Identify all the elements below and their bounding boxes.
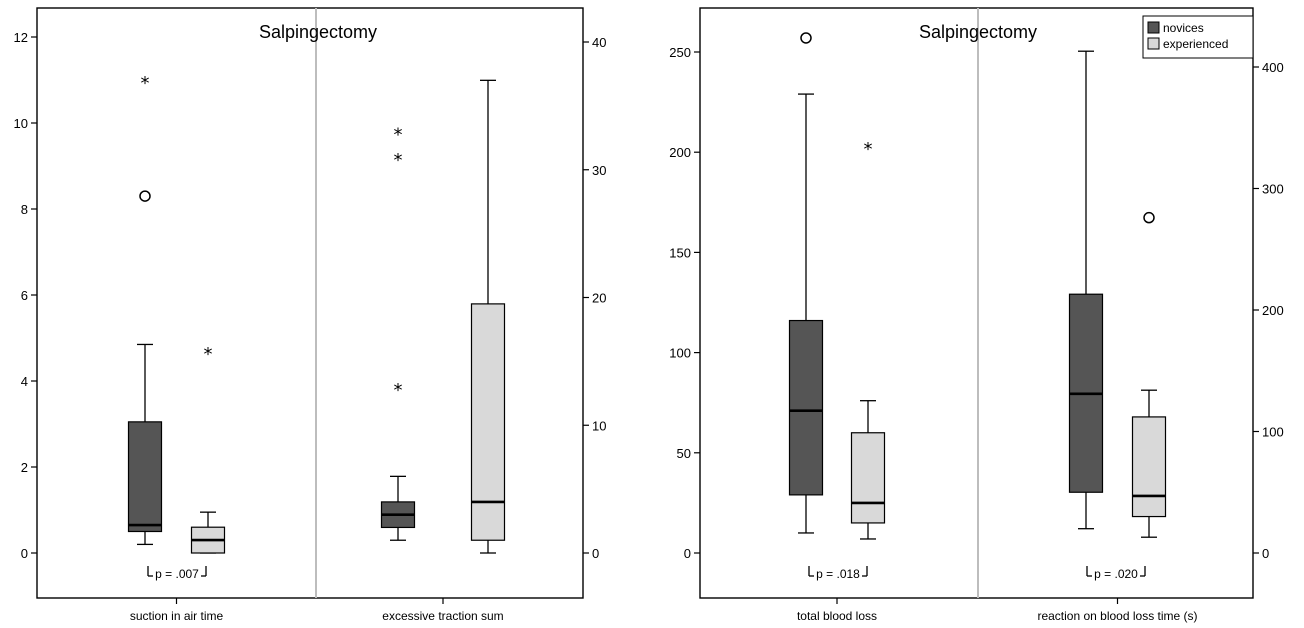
y-tick-label: 100	[1262, 425, 1284, 440]
p-value-annotation: p = .007	[147, 566, 207, 581]
legend-label-experienced: experienced	[1163, 37, 1228, 51]
box-experienced	[470, 79, 506, 554]
p-value-label: p = .020	[1094, 567, 1138, 581]
y-tick-label: 4	[21, 374, 28, 389]
legend-swatch-novices	[1147, 21, 1160, 34]
box-novices: * * *	[380, 124, 416, 541]
y-tick-label: 0	[684, 546, 691, 561]
box-novices	[1068, 50, 1104, 530]
y-tick-label: 8	[21, 202, 28, 217]
y-tick-label: 200	[1262, 303, 1284, 318]
outlier-circle	[139, 190, 151, 202]
iqr-box	[127, 421, 163, 533]
y-tick-label: 250	[669, 45, 691, 60]
p-value-label: p = .007	[155, 567, 199, 581]
box-experienced	[1131, 211, 1167, 538]
y-tick-label: 300	[1262, 182, 1284, 197]
outlier-star: *	[394, 124, 403, 145]
y-tick-label: 6	[21, 288, 28, 303]
x-category-label: suction in air time	[130, 609, 224, 623]
outlier-star: *	[204, 344, 213, 365]
outlier-circle	[1143, 211, 1155, 224]
y-tick-label: 20	[592, 291, 606, 306]
x-category-label: reaction on blood loss time (s)	[1037, 609, 1197, 623]
y-tick-label: 2	[21, 460, 28, 475]
box-experienced: *	[850, 139, 886, 540]
legend-swatch-experienced	[1147, 37, 1160, 50]
y-tick-label: 10	[14, 116, 28, 131]
group-2: 0 10 20 30 40 excessive traction sum * * *	[380, 35, 606, 623]
y-tick-label: 0	[592, 546, 599, 561]
y-tick-label: 0	[21, 546, 28, 561]
outlier-star: *	[394, 380, 403, 401]
y-tick-label: 0	[1262, 546, 1269, 561]
panel-2: Salpingectomy 0 50 100 150 200 250 total blood …	[669, 7, 1284, 623]
legend-label-novices: novices	[1163, 21, 1204, 35]
x-category-label: excessive traction sum	[382, 609, 503, 623]
y-tick-label: 10	[592, 418, 606, 433]
outlier-star: *	[864, 139, 873, 160]
legend: novices experienced	[1142, 15, 1254, 59]
p-value-label: p = .018	[816, 567, 860, 581]
y-tick-label: 40	[592, 35, 606, 50]
group-1: 0 50 100 150 200 250 total blood loss * p = .018	[669, 32, 886, 623]
iqr-box	[470, 303, 506, 541]
p-value-annotation: p = .018	[808, 566, 868, 581]
p-value-annotation: p = .020	[1086, 566, 1146, 581]
x-category-label: total blood loss	[797, 609, 877, 623]
box-experienced: *	[190, 344, 226, 554]
outlier-star: *	[141, 73, 150, 94]
group-2: 0 100 200 300 400 reaction on blood loss time…	[1037, 50, 1284, 623]
box-novices: *	[127, 73, 163, 546]
box-novices	[788, 32, 824, 534]
y-tick-label: 400	[1262, 60, 1284, 75]
plot-frame	[699, 7, 1254, 599]
iqr-box	[850, 432, 886, 524]
y-tick-label: 100	[669, 346, 691, 361]
iqr-box	[788, 319, 824, 496]
plot-frame	[36, 7, 584, 599]
chart-title: Salpingectomy	[919, 22, 1037, 42]
chart-title: Salpingectomy	[259, 22, 377, 42]
y-tick-label: 150	[669, 245, 691, 260]
y-tick-label: 12	[14, 30, 28, 45]
iqr-box	[1131, 416, 1167, 518]
legend-frame	[1142, 15, 1254, 59]
panel-1: Salpingectomy 0 2 4 6 8 10 12 suction in air tim…	[14, 7, 606, 623]
outlier-star: *	[394, 150, 403, 171]
outlier-circle	[800, 32, 812, 44]
group-1: 0 2 4 6 8 10 12 suction in air time * * p = .007	[14, 30, 226, 623]
y-tick-label: 30	[592, 163, 606, 178]
y-tick-label: 200	[669, 145, 691, 160]
y-tick-label: 50	[677, 446, 691, 461]
